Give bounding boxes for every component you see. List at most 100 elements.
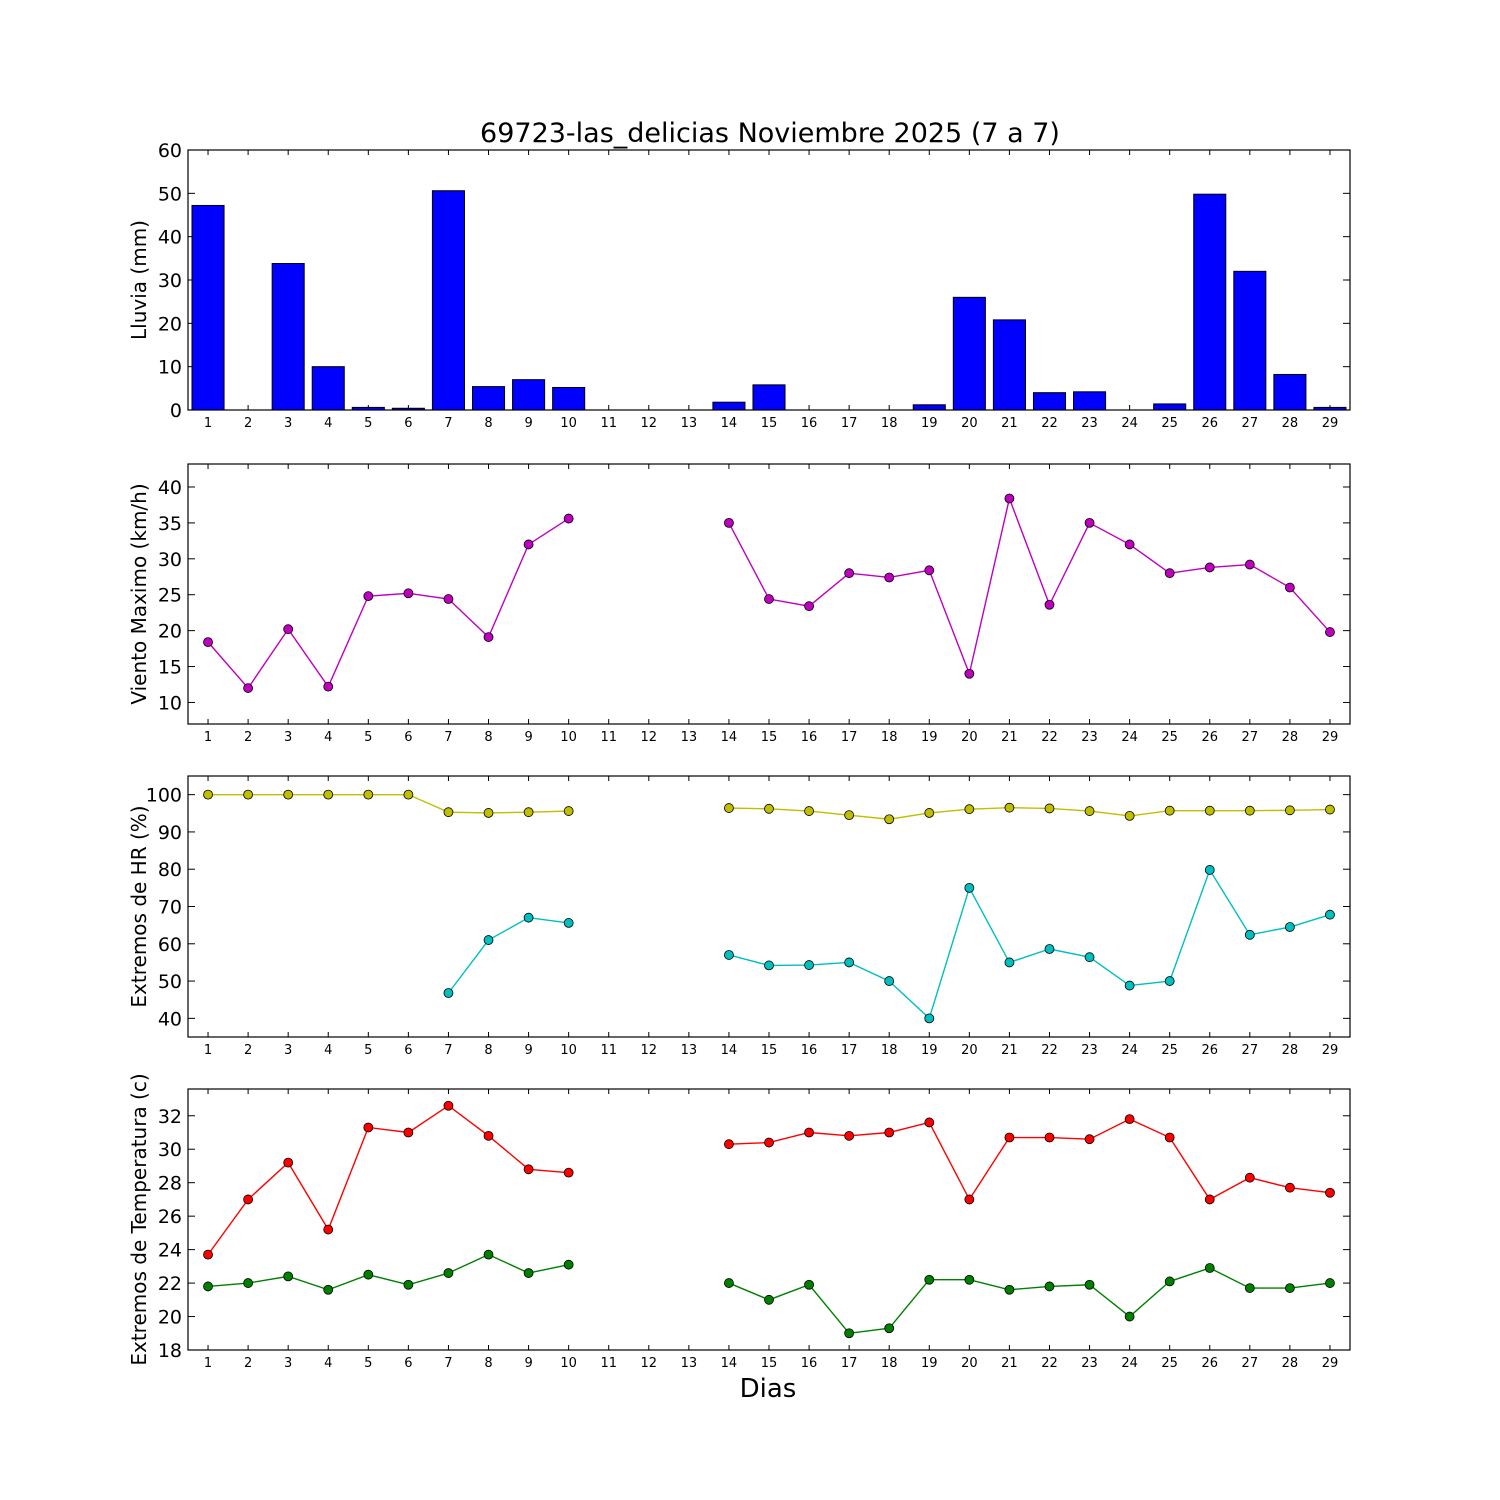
x-tick-label: 16	[801, 1356, 818, 1371]
y-tick-label: 10	[158, 357, 182, 379]
bar-day-25	[1153, 403, 1187, 411]
point-HR_max-day-24	[1124, 810, 1135, 821]
y-tick-label: 18	[158, 1340, 182, 1362]
bar-day-10	[552, 386, 586, 411]
point-HR_max-day-23	[1084, 806, 1095, 816]
point-T_min-day-16	[804, 1279, 814, 1290]
y-tick-label: 20	[158, 313, 182, 335]
point-viento_max-day-24	[1124, 539, 1135, 550]
point-HR_max-day-26	[1204, 805, 1215, 816]
x-tick-label: 9	[524, 730, 532, 745]
y-tick-label: 30	[158, 549, 182, 571]
point-HR_min-day-21	[1004, 957, 1015, 968]
x-tick-label: 3	[284, 1356, 292, 1371]
x-tick-label: 24	[1121, 416, 1138, 431]
bar-day-14	[712, 401, 746, 411]
x-tick-label: 4	[324, 1043, 332, 1058]
y-tick-label: 22	[158, 1273, 182, 1295]
y-tick-label: 24	[158, 1240, 182, 1262]
point-HR_min-day-9	[523, 912, 534, 923]
x-tick-label: 20	[961, 416, 978, 431]
x-tick-label: 13	[681, 1043, 698, 1058]
point-HR_max-day-8	[483, 808, 494, 818]
x-tick-label: 10	[560, 1043, 577, 1058]
point-T_max-day-14	[724, 1139, 734, 1150]
x-tick-label: 7	[444, 1043, 452, 1058]
point-T_min-day-28	[1284, 1283, 1295, 1293]
point-HR_max-day-4	[323, 789, 334, 800]
y-tick-label: 30	[158, 270, 182, 292]
y-axis-label: Viento Maximo (km/h)	[127, 483, 151, 704]
point-HR_min-day-25	[1164, 976, 1175, 986]
y-axis-label: Extremos de Temperatura (c)	[127, 1073, 151, 1365]
x-tick-label: 10	[560, 730, 577, 745]
x-tick-label: 11	[600, 1043, 617, 1058]
point-T_max-day-16	[804, 1127, 814, 1138]
series-line-viento_max	[728, 496, 1331, 677]
point-HR_max-day-25	[1164, 805, 1175, 816]
x-tick-label: 8	[484, 1043, 492, 1058]
point-T_max-day-9	[523, 1164, 534, 1175]
x-tick-label: 18	[881, 1043, 898, 1058]
point-viento_max-day-7	[443, 594, 454, 604]
point-T_max-day-5	[363, 1122, 374, 1133]
point-HR_min-day-14	[724, 950, 734, 960]
x-tick-label: 11	[600, 416, 617, 431]
x-tick-label: 1	[204, 1356, 212, 1371]
plot-frame	[187, 775, 1351, 1038]
x-tick-label: 10	[560, 1356, 577, 1371]
x-tick-label: 2	[244, 730, 252, 745]
point-HR_max-day-19	[924, 808, 935, 818]
plot-frame	[187, 1088, 1351, 1351]
x-tick-label: 7	[444, 1356, 452, 1371]
point-T_min-day-22	[1044, 1281, 1055, 1292]
point-viento_max-day-14	[724, 517, 734, 528]
point-viento_max-day-21	[1004, 493, 1015, 504]
plot-frame	[187, 463, 1351, 725]
point-T_min-day-17	[844, 1328, 855, 1339]
x-tick-label: 17	[841, 1043, 858, 1058]
x-tick-label: 23	[1081, 730, 1098, 745]
x-tick-label: 14	[721, 1043, 738, 1058]
x-tick-label: 7	[444, 416, 452, 431]
point-T_max-day-10	[563, 1167, 574, 1178]
point-T_max-day-2	[243, 1194, 254, 1205]
point-T_max-day-8	[483, 1130, 494, 1141]
plot-frame	[187, 149, 1351, 411]
x-tick-label: 22	[1041, 1356, 1058, 1371]
point-viento_max-day-22	[1044, 599, 1055, 610]
point-HR_max-day-15	[764, 803, 774, 814]
x-tick-label: 9	[524, 1356, 532, 1371]
point-HR_min-day-10	[563, 918, 574, 928]
point-viento_max-day-6	[403, 588, 414, 599]
point-T_max-day-1	[203, 1249, 213, 1260]
x-tick-label: 6	[404, 416, 412, 431]
x-tick-label: 24	[1121, 1043, 1138, 1058]
series-line-HR_max	[208, 793, 569, 814]
x-tick-label: 25	[1161, 1356, 1178, 1371]
x-tick-label: 4	[324, 416, 332, 431]
point-HR_max-day-28	[1284, 805, 1295, 816]
point-T_min-day-6	[403, 1279, 414, 1290]
point-viento_max-day-16	[804, 601, 814, 612]
series-line-HR_max	[728, 806, 1330, 820]
point-T_max-day-25	[1164, 1132, 1175, 1143]
point-HR_min-day-16	[804, 960, 814, 970]
bar-day-21	[992, 319, 1026, 411]
point-HR_max-day-1	[203, 789, 213, 800]
x-tick-label: 17	[841, 416, 858, 431]
point-T_max-day-21	[1004, 1132, 1015, 1143]
point-viento_max-day-19	[924, 565, 935, 576]
y-tick-label: 50	[158, 971, 182, 993]
x-tick-label: 14	[721, 1356, 738, 1371]
point-viento_max-day-2	[243, 683, 254, 693]
x-tick-label: 17	[841, 1356, 858, 1371]
x-tick-label: 13	[681, 1356, 698, 1371]
x-tick-label: 15	[761, 416, 778, 431]
point-HR_max-day-9	[523, 807, 534, 818]
x-tick-label: 9	[524, 1043, 532, 1058]
x-tick-label: 19	[921, 1356, 938, 1371]
